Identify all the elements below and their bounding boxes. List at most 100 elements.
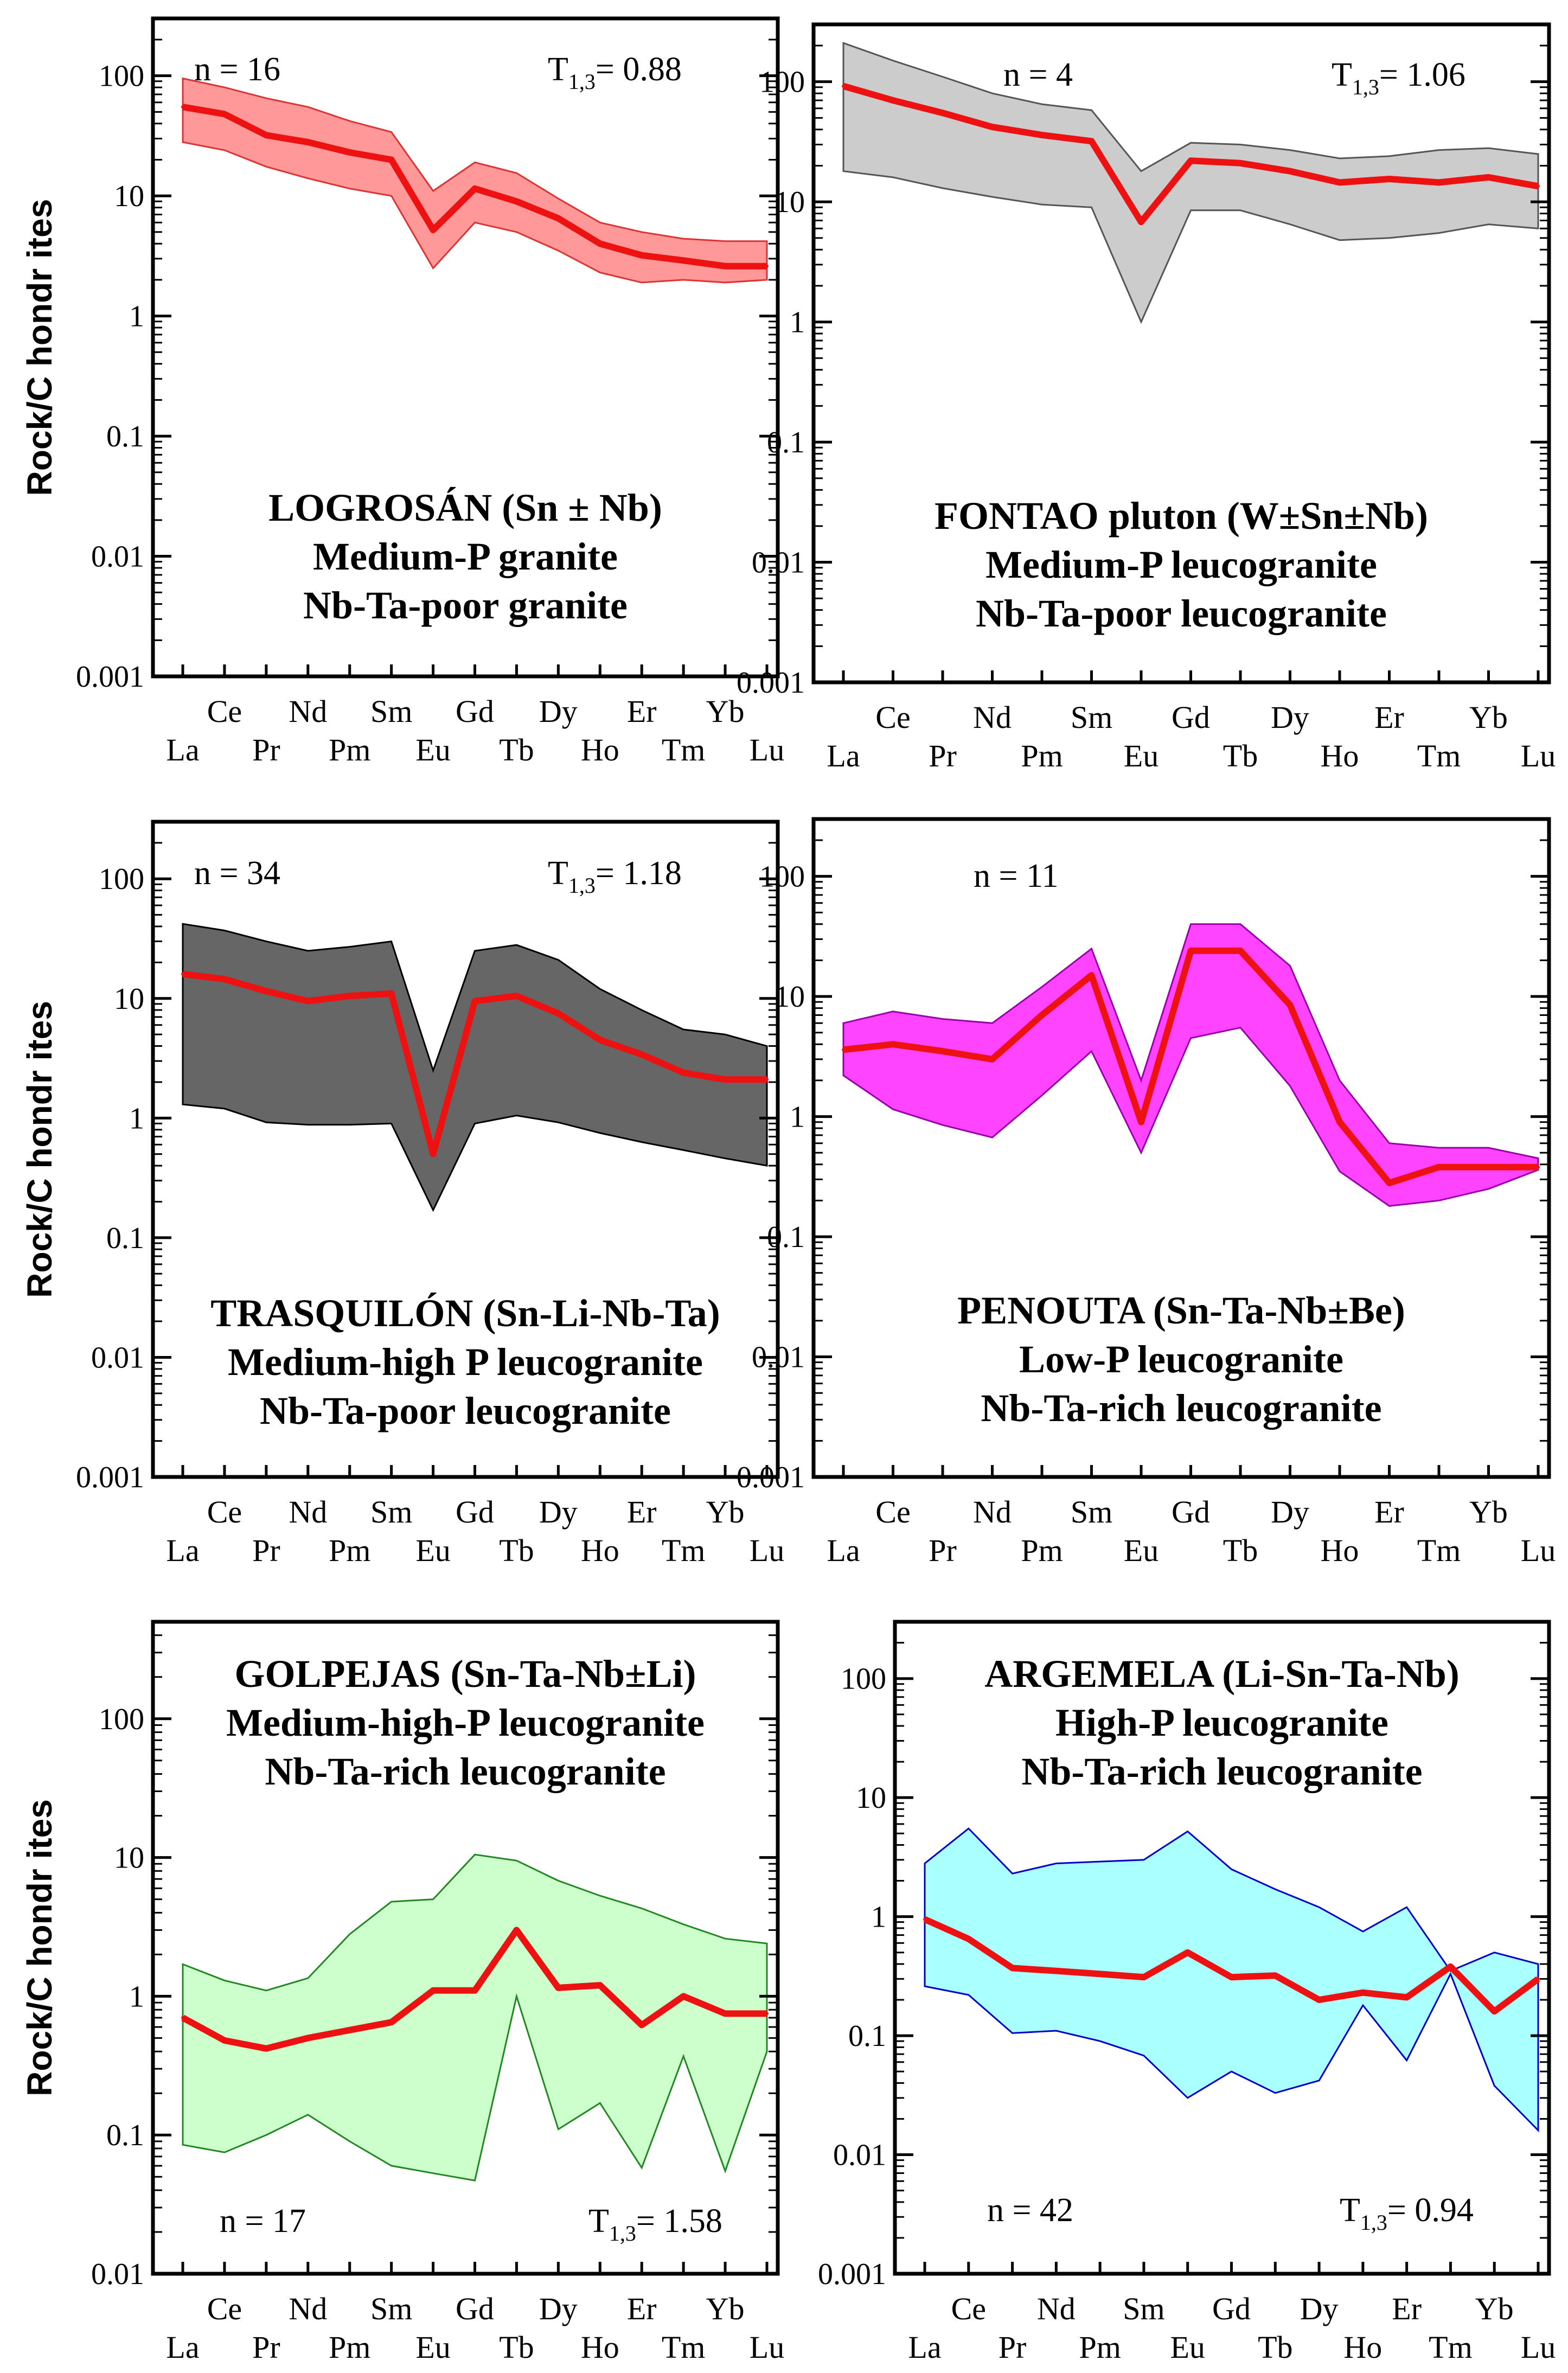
sample-count-label: n = 34 bbox=[194, 855, 280, 892]
t13-main: T bbox=[588, 2203, 609, 2240]
y-tick-label: 0.01 bbox=[833, 2139, 886, 2172]
mean-point-Pm bbox=[1040, 1013, 1044, 1017]
x-tick-label-Er: Er bbox=[1374, 700, 1404, 735]
x-tick-label-Sm: Sm bbox=[370, 2291, 412, 2326]
panel-title-line-3: Nb-Ta-rich leucogranite bbox=[265, 1750, 665, 1793]
mean-point-Tm bbox=[1449, 1965, 1452, 1968]
mean-point-Dy bbox=[556, 1986, 560, 1990]
x-tick-label-Ce: Ce bbox=[875, 700, 910, 735]
mean-point-Er bbox=[1405, 1995, 1409, 1999]
t13-main: T bbox=[548, 51, 568, 88]
mean-point-Ce bbox=[967, 1937, 970, 1941]
x-tick-label-Lu: Lu bbox=[1521, 1533, 1556, 1568]
x-tick-label-Lu: Lu bbox=[1521, 738, 1556, 773]
x-tick-label-Lu: Lu bbox=[750, 732, 784, 767]
mean-point-Pr bbox=[941, 1050, 944, 1053]
x-tick-label-Eu: Eu bbox=[1124, 1533, 1159, 1568]
mean-point-Er bbox=[1387, 177, 1391, 181]
panel-title-line-3: Nb-Ta-rich leucogranite bbox=[981, 1386, 1381, 1430]
mean-point-Tm bbox=[682, 1994, 686, 1998]
mean-point-Er bbox=[1387, 1181, 1391, 1185]
panel-title-line-2: Low-P leucogranite bbox=[1019, 1338, 1343, 1381]
panel-title-line-3: Nb-Ta-poor granite bbox=[303, 584, 628, 627]
mean-point-Ho bbox=[598, 1038, 602, 1042]
mean-point-Lu bbox=[765, 2012, 769, 2016]
range-band bbox=[842, 42, 1539, 324]
mean-point-Pm bbox=[1040, 133, 1044, 137]
mean-point-Sm bbox=[389, 992, 393, 995]
t13-subscript: 1,3 bbox=[609, 2221, 636, 2246]
plot-frame bbox=[151, 1620, 780, 2276]
y-tick-label: 0.1 bbox=[106, 1221, 144, 1255]
x-tick-label-Pr: Pr bbox=[252, 2330, 280, 2365]
mean-point-Tb bbox=[515, 1928, 519, 1932]
mean-point-Tm bbox=[682, 1071, 686, 1074]
mean-point-Dy bbox=[1288, 1003, 1292, 1007]
x-tick-label-Yb: Yb bbox=[1469, 700, 1508, 735]
range-band bbox=[182, 923, 768, 1212]
sample-count-label: n = 42 bbox=[987, 2192, 1073, 2229]
mean-point-Tb bbox=[515, 994, 519, 998]
x-tick-label-Tb: Tb bbox=[1223, 738, 1258, 773]
x-tick-label-Nd: Nd bbox=[973, 1494, 1012, 1530]
x-tick-label-Yb: Yb bbox=[1469, 1494, 1508, 1530]
x-tick-label-Eu: Eu bbox=[415, 1533, 450, 1568]
x-tick-label-Tm: Tm bbox=[662, 732, 706, 767]
mean-point-Nd bbox=[990, 125, 994, 129]
x-tick-label-Er: Er bbox=[627, 694, 657, 729]
x-tick-label-Sm: Sm bbox=[1071, 1494, 1112, 1530]
x-tick-label-Pm: Pm bbox=[329, 732, 370, 767]
x-tick-label-Pr: Pr bbox=[252, 732, 280, 767]
mean-point-Lu bbox=[1537, 184, 1540, 188]
x-tick-label-Yb: Yb bbox=[706, 2291, 745, 2326]
panel-title-line-2: High-P leucogranite bbox=[1055, 1701, 1388, 1744]
mean-point-Eu bbox=[1186, 1950, 1189, 1954]
plot-frame bbox=[893, 1620, 1551, 2276]
x-tick-label-Dy: Dy bbox=[1300, 2291, 1339, 2326]
panel-title-line-2: Medium-P granite bbox=[313, 535, 618, 578]
y-tick-label: 10 bbox=[856, 1781, 886, 1815]
x-tick-label-Nd: Nd bbox=[289, 694, 327, 729]
x-tick-label-Gd: Gd bbox=[456, 694, 494, 729]
y-tick-label: 0.1 bbox=[767, 1220, 805, 1254]
mean-point-Pr bbox=[1010, 1966, 1014, 1970]
x-tick-label-Tb: Tb bbox=[1223, 1533, 1258, 1568]
mean-point-Tb bbox=[1239, 949, 1242, 952]
plot-frame bbox=[151, 16, 780, 679]
y-tick-label: 1 bbox=[129, 1980, 144, 2013]
mean-point-Dy bbox=[556, 216, 560, 220]
mean-point-Sm bbox=[389, 2020, 393, 2024]
mean-point-Ce bbox=[222, 977, 226, 981]
x-tick-label-Eu: Eu bbox=[415, 2330, 450, 2365]
mean-point-Ce bbox=[222, 2038, 226, 2042]
y-tick-label: 100 bbox=[99, 862, 144, 896]
x-tick-label-Tb: Tb bbox=[1258, 2330, 1292, 2365]
x-tick-label-La: La bbox=[166, 2330, 199, 2365]
mean-point-Nd bbox=[306, 140, 310, 144]
y-tick-label: 1 bbox=[129, 1102, 144, 1135]
mean-point-Ce bbox=[891, 99, 895, 102]
x-tick-label-Tb: Tb bbox=[499, 2330, 534, 2365]
y-tick-label: 10 bbox=[114, 180, 144, 213]
t13-value: = 0.94 bbox=[1387, 2192, 1474, 2229]
x-tick-label-Nd: Nd bbox=[289, 1494, 327, 1530]
mean-point-La bbox=[181, 2016, 184, 2019]
mean-point-La bbox=[842, 84, 845, 88]
mean-point-Dy bbox=[556, 1012, 560, 1015]
y-tick-label: 0.001 bbox=[76, 1461, 144, 1494]
x-tick-label-Dy: Dy bbox=[1271, 1494, 1309, 1530]
mean-point-Dy bbox=[1288, 169, 1292, 173]
mean-point-Lu bbox=[1537, 1165, 1540, 1169]
y-tick-label: 0.1 bbox=[106, 2119, 144, 2152]
y-tick-label: 0.1 bbox=[848, 2019, 886, 2053]
mean-point-Dy bbox=[1317, 1998, 1321, 2001]
x-tick-label-Pm: Pm bbox=[1079, 2330, 1121, 2365]
mean-point-Pm bbox=[348, 151, 351, 154]
x-tick-label-La: La bbox=[166, 1533, 199, 1568]
x-tick-label-Pm: Pm bbox=[1021, 1533, 1063, 1568]
x-tick-label-Yb: Yb bbox=[1475, 2291, 1514, 2326]
chart-panel-6: 100 10 1 0.1 0.01 0.001 La Ce Pr NdPmSmEuGdTbDyHo… bbox=[818, 1620, 1556, 2365]
mean-point-Er bbox=[640, 253, 644, 257]
